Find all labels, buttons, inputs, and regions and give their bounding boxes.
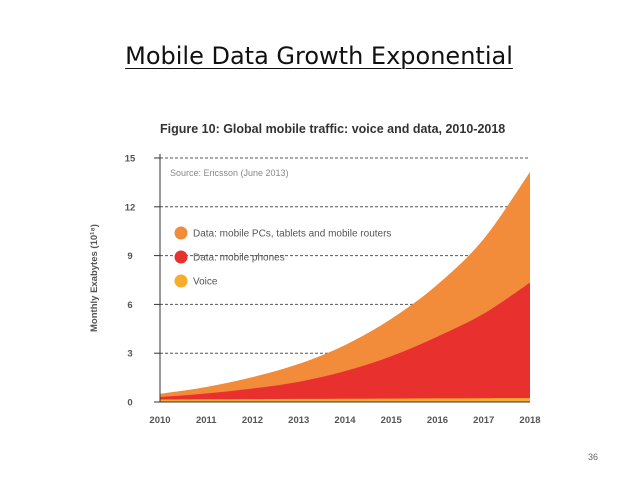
legend-swatch-data-mobile-pcs-tablets-and-mobile-routers <box>174 226 188 240</box>
y-tick-label: 3 <box>127 349 132 360</box>
legend: Data: mobile PCs, tablets and mobile rou… <box>174 226 391 288</box>
x-tick-label: 2012 <box>242 415 263 426</box>
x-tick-label: 2018 <box>519 415 540 426</box>
legend-label: Data: mobile PCs, tablets and mobile rou… <box>193 229 391 240</box>
slide-title: Mobile Data Growth Exponential <box>0 42 638 70</box>
x-tick-label: 2011 <box>196 415 217 426</box>
chart-title: Figure 10: Global mobile traffic: voice … <box>160 122 505 136</box>
area-data-mobile-phones <box>160 282 530 402</box>
x-tick-labels: 2010 2011 2012 2013 2014 2015 2016 2017 2018 <box>149 415 540 426</box>
y-tick-label: 15 <box>125 154 136 165</box>
legend-label: Voice <box>193 277 218 288</box>
page-number: 36 <box>587 452 598 462</box>
legend-label: Data: mobile phones <box>193 253 285 264</box>
y-tick-label: 6 <box>127 300 132 311</box>
y-tick-label: 9 <box>127 251 132 262</box>
y-tick-label: 12 <box>125 202 136 213</box>
legend-swatch-voice <box>174 274 188 288</box>
x-tick-label: 2010 <box>149 415 170 426</box>
x-tick-label: 2013 <box>288 415 309 426</box>
x-tick-label: 2017 <box>473 415 494 426</box>
x-tick-label: 2015 <box>381 415 403 426</box>
areas <box>160 171 530 402</box>
area-voice <box>160 398 530 402</box>
legend-swatch-data-mobile-phones <box>174 250 188 264</box>
x-tick-label: 2014 <box>334 415 356 426</box>
axes <box>154 154 530 403</box>
chart-source: Source: Ericsson (June 2013) <box>170 168 289 178</box>
y-axis-label: Monthly Exabytes (10¹⁸) <box>89 224 100 332</box>
y-tick-label: 0 <box>127 398 132 409</box>
slide-title-text: Mobile Data Growth Exponential <box>125 42 513 70</box>
x-tick-label: 2016 <box>427 415 448 426</box>
y-tick-labels: 0 3 6 9 12 15 <box>125 154 136 409</box>
